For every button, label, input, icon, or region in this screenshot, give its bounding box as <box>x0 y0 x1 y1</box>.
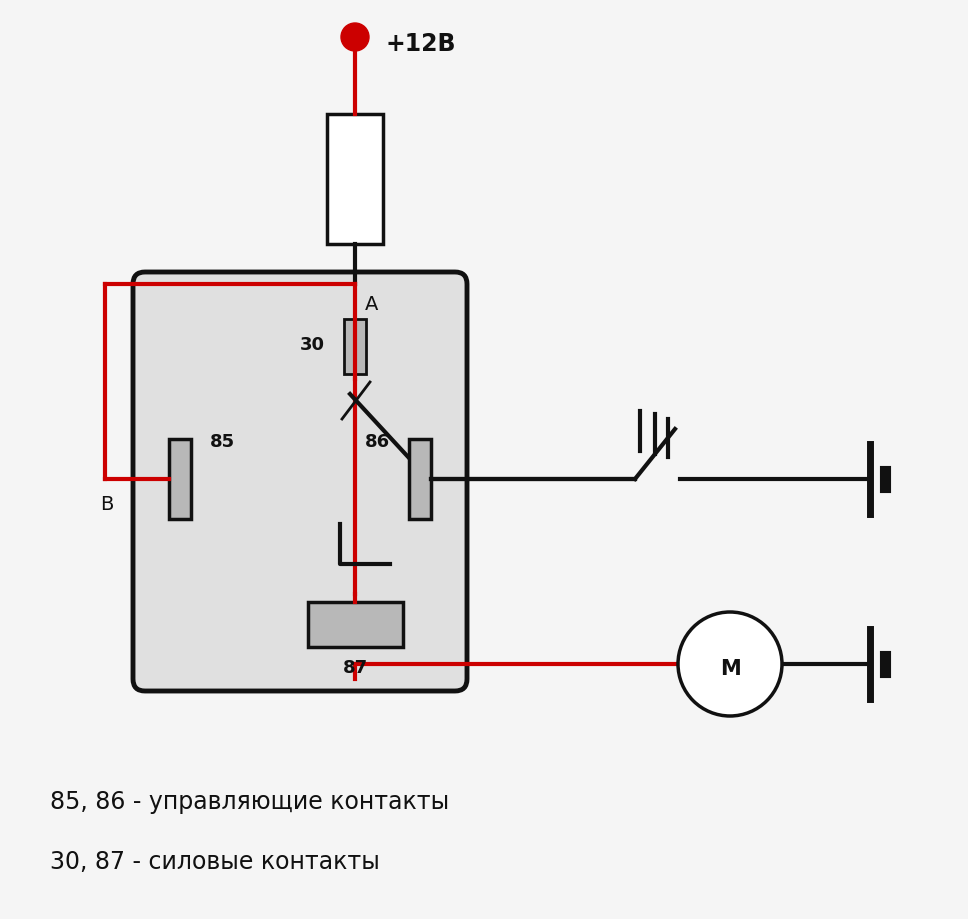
Text: 86: 86 <box>365 433 390 450</box>
Text: B: B <box>100 494 113 514</box>
Text: 85, 86 - управляющие контакты: 85, 86 - управляющие контакты <box>50 789 449 813</box>
FancyBboxPatch shape <box>133 273 467 691</box>
Text: 85: 85 <box>210 433 235 450</box>
Text: М: М <box>719 658 741 678</box>
Text: 30: 30 <box>300 335 325 354</box>
Bar <box>327 115 383 244</box>
Text: A: A <box>365 295 378 313</box>
Text: +12В: +12В <box>385 32 456 56</box>
Circle shape <box>678 612 782 716</box>
Text: 87: 87 <box>343 658 368 676</box>
Text: 30, 87 - силовые контакты: 30, 87 - силовые контакты <box>50 849 379 873</box>
Bar <box>169 439 191 519</box>
Bar <box>344 320 366 375</box>
Bar <box>308 602 403 647</box>
Circle shape <box>341 24 369 52</box>
Bar <box>409 439 431 519</box>
